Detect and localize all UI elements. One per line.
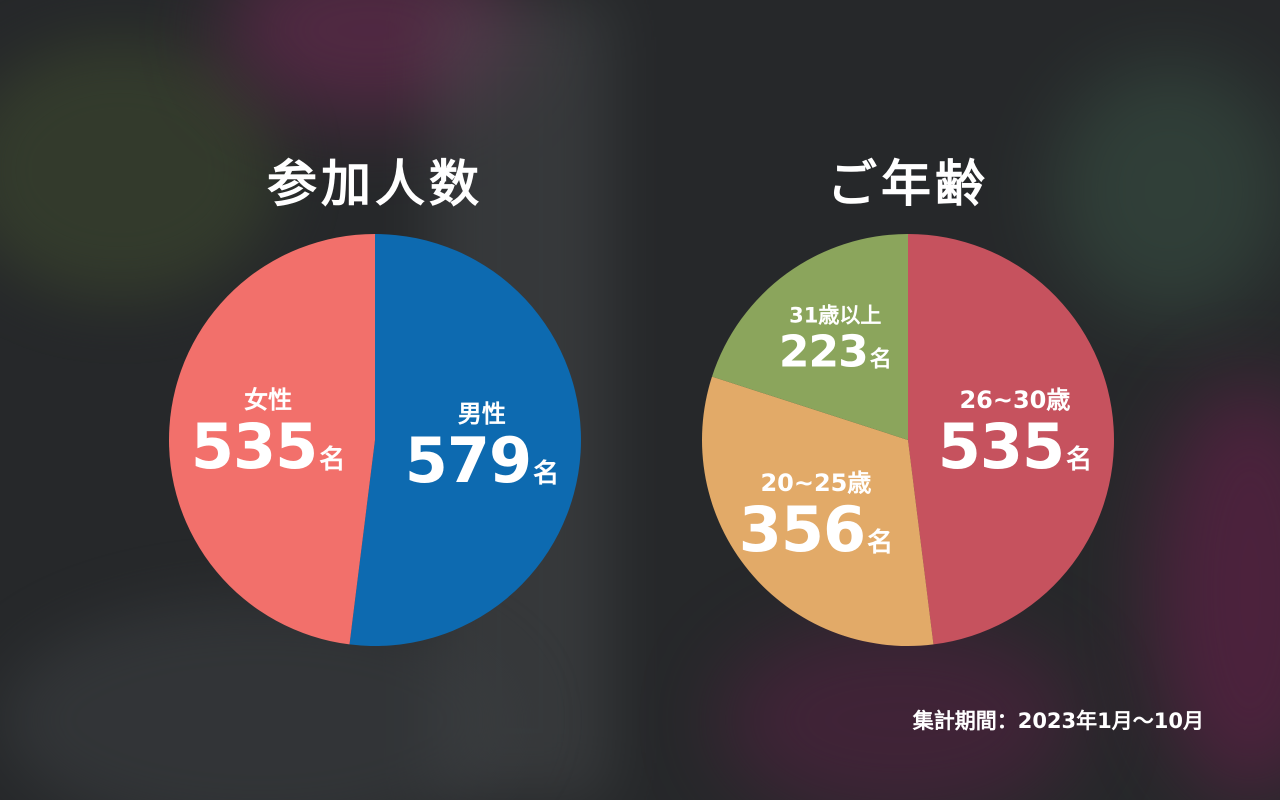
slice-category: 31歳以上 (789, 303, 882, 328)
chart-participants: 参加人数 男性 579名 女性 535名 (155, 0, 595, 660)
slice-unit: 名 (867, 528, 894, 559)
chart-age: ご年齢 26~30歳 535名 20~25歳 356名 31歳以上 223名 (688, 0, 1128, 660)
slice-category: 男性 (457, 399, 506, 428)
slice-unit: 名 (1066, 445, 1093, 476)
pie-slice (349, 234, 582, 646)
slice-value: 535 (937, 410, 1065, 484)
pie-age (702, 234, 1114, 646)
slice-label: 26~30歳 535名 (938, 388, 1092, 478)
chart-title: 参加人数 (267, 155, 483, 213)
slice-value: 579 (404, 423, 532, 497)
aggregation-period: 集計期間：2023年1月〜10月 (912, 709, 1204, 733)
pie-participants (169, 234, 582, 646)
pie-slice (908, 234, 1114, 645)
chart-title: ご年齢 (827, 155, 989, 213)
slice-value: 223 (778, 326, 869, 378)
slice-unit: 名 (869, 347, 892, 373)
pie-slice (169, 234, 375, 645)
slice-category: 20~25歳 (760, 469, 872, 498)
slice-label: 31歳以上 223名 (778, 303, 892, 378)
pie-slice (712, 234, 908, 440)
slice-unit: 名 (533, 458, 560, 489)
slice-unit: 名 (319, 445, 346, 476)
slice-label: 女性 535名 (191, 388, 345, 478)
slice-category: 26~30歳 (959, 386, 1071, 415)
slice-category: 女性 (244, 386, 293, 415)
slice-label: 男性 579名 (405, 402, 559, 492)
slice-value: 356 (738, 493, 866, 567)
pie-slice (702, 376, 934, 646)
slice-label: 20~25歳 356名 (739, 471, 893, 561)
slice-value: 535 (190, 410, 318, 484)
